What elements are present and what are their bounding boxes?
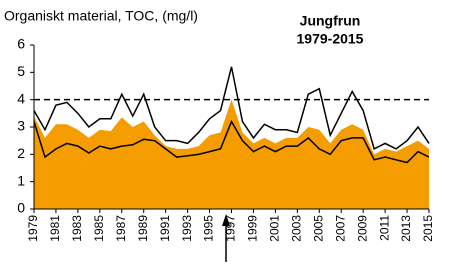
area xyxy=(34,99,429,209)
x-tick-label: 2009 xyxy=(355,215,369,242)
y-tick-label: 3 xyxy=(17,118,25,134)
x-tick-label: 1981 xyxy=(48,215,62,242)
chart-title: Jungfrun xyxy=(300,13,361,29)
x-tick-label: 1987 xyxy=(114,215,128,242)
line xyxy=(33,66,430,150)
x-tick-label: 1993 xyxy=(180,215,194,242)
x-tick-label: 1979 xyxy=(26,215,40,242)
x-tick-label: 2011 xyxy=(377,215,391,241)
y-tick-label: 5 xyxy=(17,63,25,79)
x-tick-label: 2007 xyxy=(333,215,347,242)
chart-subtitle: 1979-2015 xyxy=(297,31,364,47)
line xyxy=(33,119,430,164)
x-tick-label: 1999 xyxy=(246,215,260,242)
y-tick-label: 1 xyxy=(17,172,25,188)
y-axis-label: Organiskt material, TOC, (mg/l) xyxy=(4,8,198,24)
x-tick-label: 1991 xyxy=(158,215,172,242)
x-tick-label: 2001 xyxy=(268,215,282,242)
y-tick-label: 6 xyxy=(17,36,25,52)
x-tick-label: 2013 xyxy=(399,215,413,242)
x-tick-label: 1985 xyxy=(92,215,106,242)
y-tick-label: 2 xyxy=(17,145,25,161)
y-tick-label: 4 xyxy=(17,90,25,106)
x-tick-label: 1983 xyxy=(70,215,84,242)
x-tick-label: 1995 xyxy=(202,215,216,242)
x-tick-label: 2003 xyxy=(290,215,304,242)
x-tick-label: 1989 xyxy=(136,215,150,242)
x-tick-label: 2015 xyxy=(421,215,435,242)
arrow-head xyxy=(222,214,231,226)
y-tick-label: 0 xyxy=(17,200,25,216)
x-tick-label: 2005 xyxy=(311,215,325,242)
